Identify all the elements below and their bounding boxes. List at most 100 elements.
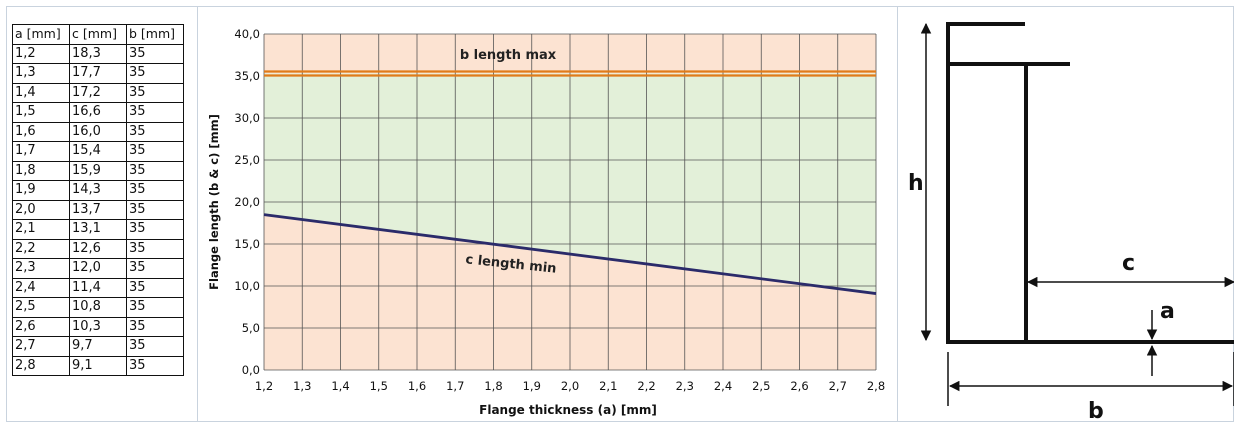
x-tick-label: 1,7	[446, 379, 464, 393]
table-row: 1,3 17,7 35	[12, 63, 184, 84]
cell-a: 1,5	[12, 102, 70, 123]
cell-b: 35	[126, 43, 184, 64]
y-tick-label: 40,0	[234, 27, 260, 41]
x-tick-label: 1,2	[255, 379, 273, 393]
x-tick-label: 1,6	[408, 379, 426, 393]
cell-a: 2,0	[12, 199, 70, 220]
y-tick-label: 15,0	[234, 237, 260, 251]
table-row: 2,6 10,3 35	[12, 316, 184, 337]
cell-b: 35	[126, 160, 184, 181]
label-h: h	[908, 171, 924, 196]
flange-chart: 1,2 1,3 1,4 1,5 1,6 1,7 1,8 1,9 2,0 2,1 2,2 2,3 2,4 2…	[207, 27, 885, 417]
cell-a: 1,9	[12, 180, 70, 201]
table-row: 2,0 13,7 35	[12, 199, 184, 220]
cell-c: 9,1	[69, 355, 127, 376]
cell-a: 1,3	[12, 63, 70, 84]
cell-b: 35	[126, 316, 184, 337]
cell-a: 2,4	[12, 277, 70, 298]
table-row: 2,4 11,4 35	[12, 277, 184, 298]
cell-c: 10,3	[69, 316, 127, 337]
cell-c: 12,6	[69, 238, 127, 259]
x-tick-label: 2,5	[752, 379, 770, 393]
cell-b: 35	[126, 102, 184, 123]
cell-b: 35	[126, 141, 184, 162]
table-row: 2,2 12,6 35	[12, 238, 184, 259]
header-c: c [mm]	[69, 24, 127, 45]
header-a: a [mm]	[12, 24, 70, 45]
panel-divider-left	[6, 6, 7, 422]
x-tick-label: 1,8	[484, 379, 502, 393]
table-row: 2,5 10,8 35	[12, 297, 184, 318]
cell-b: 35	[126, 336, 184, 357]
table-row: 1,7 15,4 35	[12, 141, 184, 162]
table-row: 1,5 16,6 35	[12, 102, 184, 123]
table-row: 2,3 12,0 35	[12, 258, 184, 279]
table-row: 1,6 16,0 35	[12, 121, 184, 142]
cell-b: 35	[126, 277, 184, 298]
cell-c: 16,6	[69, 102, 127, 123]
cell-a: 1,7	[12, 141, 70, 162]
y-tick-label: 35,0	[234, 69, 260, 83]
cell-b: 35	[126, 82, 184, 103]
label-c: c	[1122, 251, 1135, 276]
x-tick-label: 1,4	[331, 379, 349, 393]
table-row: 1,9 14,3 35	[12, 180, 184, 201]
cell-c: 13,7	[69, 199, 127, 220]
cell-b: 35	[126, 180, 184, 201]
cell-c: 12,0	[69, 258, 127, 279]
cell-c: 17,7	[69, 63, 127, 84]
cell-a: 2,1	[12, 219, 70, 240]
x-tick-label: 2,3	[676, 379, 694, 393]
cell-a: 1,8	[12, 160, 70, 181]
cell-c: 13,1	[69, 219, 127, 240]
table-row: 1,2 18,3 35	[12, 43, 184, 64]
x-tick-label: 1,3	[293, 379, 311, 393]
profile-outline	[946, 22, 1234, 344]
cell-a: 2,2	[12, 238, 70, 259]
table-row: 2,8 9,1 35	[12, 355, 184, 376]
x-tick-label: 2,4	[714, 379, 732, 393]
x-tick-label: 2,1	[599, 379, 617, 393]
cell-b: 35	[126, 219, 184, 240]
cell-c: 11,4	[69, 277, 127, 298]
x-tick-label: 1,5	[370, 379, 388, 393]
y-axis-label: Flange length (b & c) [mm]	[207, 114, 221, 290]
y-tick-label: 0,0	[242, 363, 260, 377]
label-a: a	[1160, 299, 1175, 324]
cell-c: 15,4	[69, 141, 127, 162]
cell-c: 17,2	[69, 82, 127, 103]
x-tick-label: 2,7	[829, 379, 847, 393]
cell-a: 1,6	[12, 121, 70, 142]
x-axis-label: Flange thickness (a) [mm]	[479, 403, 657, 417]
cell-a: 2,6	[12, 316, 70, 337]
table-row: 1,4 17,2 35	[12, 82, 184, 103]
x-tick-label: 2,8	[867, 379, 885, 393]
cell-a: 2,8	[12, 355, 70, 376]
series-line-c-length-min	[263, 213, 877, 295]
cell-a: 2,3	[12, 258, 70, 279]
panel-divider-1	[197, 6, 198, 422]
x-tick-label: 1,9	[523, 379, 541, 393]
cell-a: 2,5	[12, 297, 70, 318]
table-header-row: a [mm] c [mm] b [mm]	[12, 24, 184, 45]
cell-b: 35	[126, 355, 184, 376]
x-tick-label: 2,0	[561, 379, 579, 393]
header-b: b [mm]	[126, 24, 184, 45]
cell-b: 35	[126, 238, 184, 259]
x-tick-label: 2,6	[790, 379, 808, 393]
y-tick-label: 30,0	[234, 111, 260, 125]
cell-a: 1,2	[12, 43, 70, 64]
flange-dimension-diagram: h c a b	[908, 22, 1234, 424]
y-tick-label: 10,0	[234, 279, 260, 293]
figure-frame	[6, 6, 1234, 422]
table-row: 2,7 9,7 35	[12, 336, 184, 357]
y-tick-label: 20,0	[234, 195, 260, 209]
cell-b: 35	[126, 63, 184, 84]
cell-b: 35	[126, 199, 184, 220]
table-row: 2,1 13,1 35	[12, 219, 184, 240]
cell-b: 35	[126, 121, 184, 142]
cell-c: 14,3	[69, 180, 127, 201]
cell-a: 1,4	[12, 82, 70, 103]
label-b: b	[1088, 399, 1104, 424]
cell-c: 15,9	[69, 160, 127, 181]
